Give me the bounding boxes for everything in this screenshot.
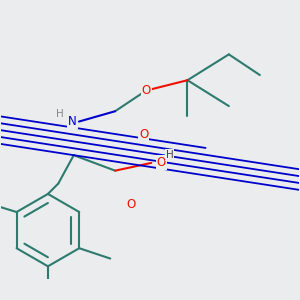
Text: H: H — [166, 150, 173, 160]
Text: O: O — [142, 84, 151, 97]
Text: N: N — [68, 115, 77, 128]
Text: O: O — [126, 198, 135, 211]
Text: O: O — [139, 128, 148, 141]
Text: O: O — [157, 156, 166, 170]
Text: H: H — [56, 109, 63, 119]
